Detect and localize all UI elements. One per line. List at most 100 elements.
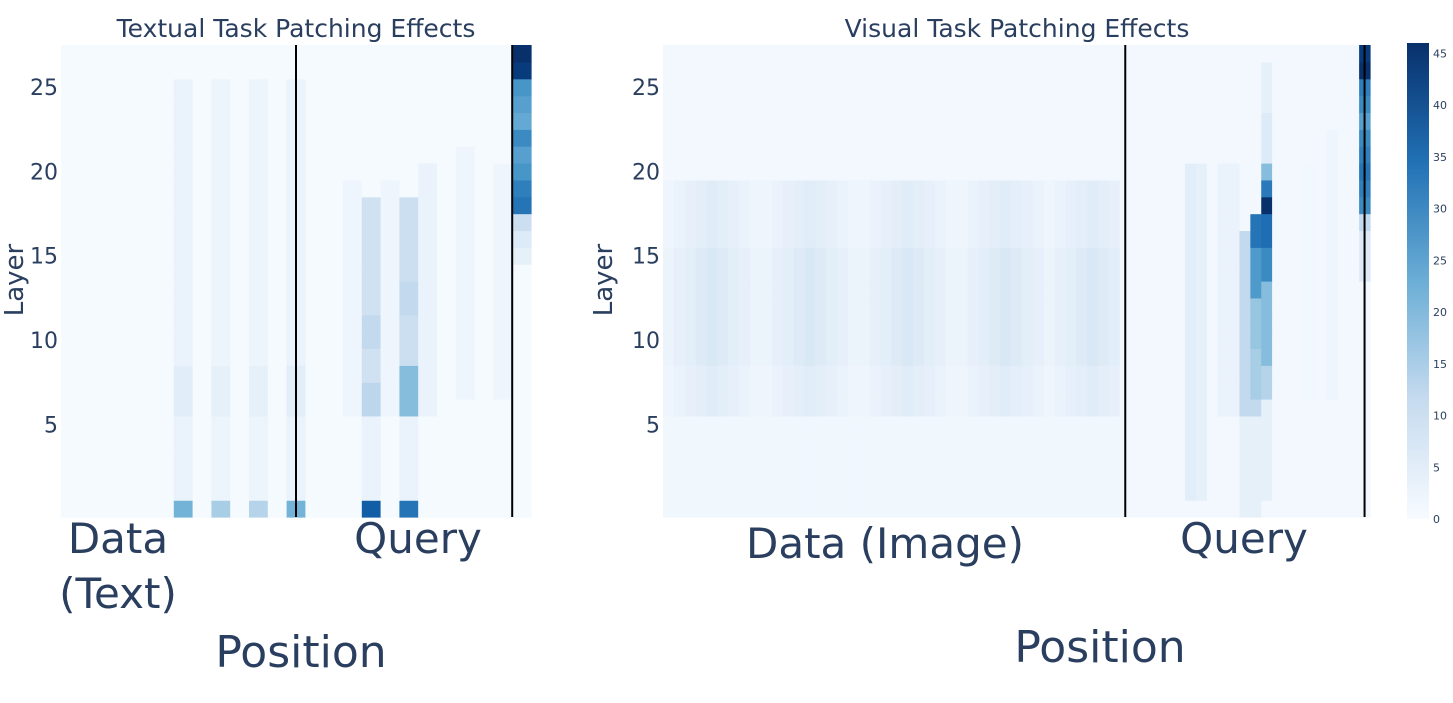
heatmap-cell (858, 213, 871, 232)
heatmap-cell (978, 78, 990, 97)
heatmap-cell (437, 432, 457, 451)
heatmap-cell (1098, 196, 1110, 215)
heatmap-cell (230, 61, 250, 80)
heatmap-cell (706, 432, 718, 451)
heatmap-cell (967, 179, 980, 198)
y-tick-label: 20 (30, 160, 58, 185)
heatmap-cell (380, 163, 400, 181)
heatmap-cell (967, 365, 980, 383)
heatmap-cell (173, 247, 194, 265)
heatmap-cell (869, 112, 882, 130)
heatmap-cell (1326, 45, 1338, 63)
heatmap-cell (1065, 196, 1077, 215)
heatmap-cell (361, 112, 382, 130)
heatmap-cell (1261, 365, 1273, 383)
heatmap-cell (989, 264, 1001, 282)
heatmap-cell (1195, 449, 1208, 468)
heatmap-cell (1326, 297, 1338, 316)
heatmap-cell (1195, 348, 1208, 366)
heatmap-cell (1326, 213, 1338, 232)
heatmap-cell (891, 213, 903, 232)
heatmap-cell (793, 247, 805, 265)
heatmap-cell (1217, 483, 1230, 501)
heatmap-cell (1326, 112, 1338, 130)
heatmap-cell (880, 466, 893, 484)
heatmap-cell (1337, 230, 1349, 248)
heatmap-cell (380, 348, 400, 366)
heatmap-cell (61, 365, 81, 383)
heatmap-cell (155, 196, 175, 215)
heatmap-cell (782, 196, 795, 215)
heatmap-cell (1098, 163, 1110, 181)
heatmap-cell (1011, 213, 1023, 232)
heatmap-cell (880, 399, 893, 417)
heatmap-cell (1228, 281, 1241, 299)
heatmap-cell (1185, 449, 1197, 468)
heatmap-cell (1282, 314, 1295, 333)
heatmap-cell (782, 129, 795, 147)
heatmap-cell (1054, 196, 1067, 215)
heatmap-cell (1250, 61, 1262, 80)
heatmap-cell (192, 331, 212, 350)
heatmap-cell (324, 449, 344, 468)
heatmap-cell (1021, 230, 1034, 248)
heatmap-cell (1206, 365, 1219, 383)
heatmap-cell (717, 247, 729, 265)
heatmap-cell (945, 466, 958, 484)
heatmap-cell (230, 129, 250, 147)
heatmap-cell (847, 213, 860, 232)
heatmap-cell (728, 331, 740, 350)
heatmap-cell (858, 61, 871, 80)
heatmap-cell (891, 78, 903, 97)
heatmap-cell (924, 415, 936, 434)
heatmap-cell (455, 415, 476, 434)
heatmap-cell (1021, 78, 1034, 97)
heatmap-cell (343, 247, 363, 265)
heatmap-cell (136, 61, 156, 80)
heatmap-cell (1293, 331, 1306, 350)
heatmap-cell (1250, 264, 1262, 282)
heatmap-cell (1032, 95, 1045, 114)
heatmap-cell (760, 112, 773, 130)
heatmap-cell (155, 382, 175, 400)
heatmap-cell (934, 382, 947, 400)
heatmap-cell (1152, 348, 1164, 366)
heatmap-cell (211, 264, 231, 282)
heatmap-cell (267, 365, 288, 383)
heatmap-cell (1185, 297, 1197, 316)
heatmap-cell (837, 247, 849, 265)
heatmap-cell (1163, 466, 1175, 484)
heatmap-cell (1228, 129, 1241, 147)
heatmap-cell (1217, 281, 1230, 299)
heatmap-cell (474, 500, 494, 518)
heatmap-cell (1043, 348, 1056, 366)
heatmap-cell (663, 264, 675, 282)
heatmap-cell (706, 314, 718, 333)
heatmap-cell (1315, 61, 1328, 80)
heatmap-cell (1032, 382, 1045, 400)
heatmap-cell (1098, 78, 1110, 97)
heatmap-cell (474, 382, 494, 400)
heatmap-cell (455, 179, 476, 198)
heatmap-cell (1021, 146, 1034, 164)
heatmap-cell (804, 399, 816, 417)
heatmap-cell (1076, 196, 1088, 215)
heatmap-cell (493, 415, 513, 434)
heatmap-cell (902, 297, 914, 316)
heatmap-cell (1326, 264, 1338, 282)
heatmap-cell (989, 112, 1001, 130)
heatmap-cell (267, 281, 288, 299)
textual-y-axis-label: Layer (0, 243, 30, 316)
heatmap-cell (1000, 415, 1012, 434)
heatmap-cell (858, 196, 871, 215)
heatmap-cell (1217, 129, 1230, 147)
heatmap-cell (739, 213, 751, 232)
heatmap-cell (837, 112, 849, 130)
heatmap-cell (493, 61, 513, 80)
heatmap-cell (230, 281, 250, 299)
heatmap-cell (1348, 196, 1360, 215)
heatmap-cell (1304, 415, 1317, 434)
y-tick-label: 10 (632, 329, 660, 354)
heatmap-cell (1108, 112, 1121, 130)
heatmap-cell (891, 230, 903, 248)
